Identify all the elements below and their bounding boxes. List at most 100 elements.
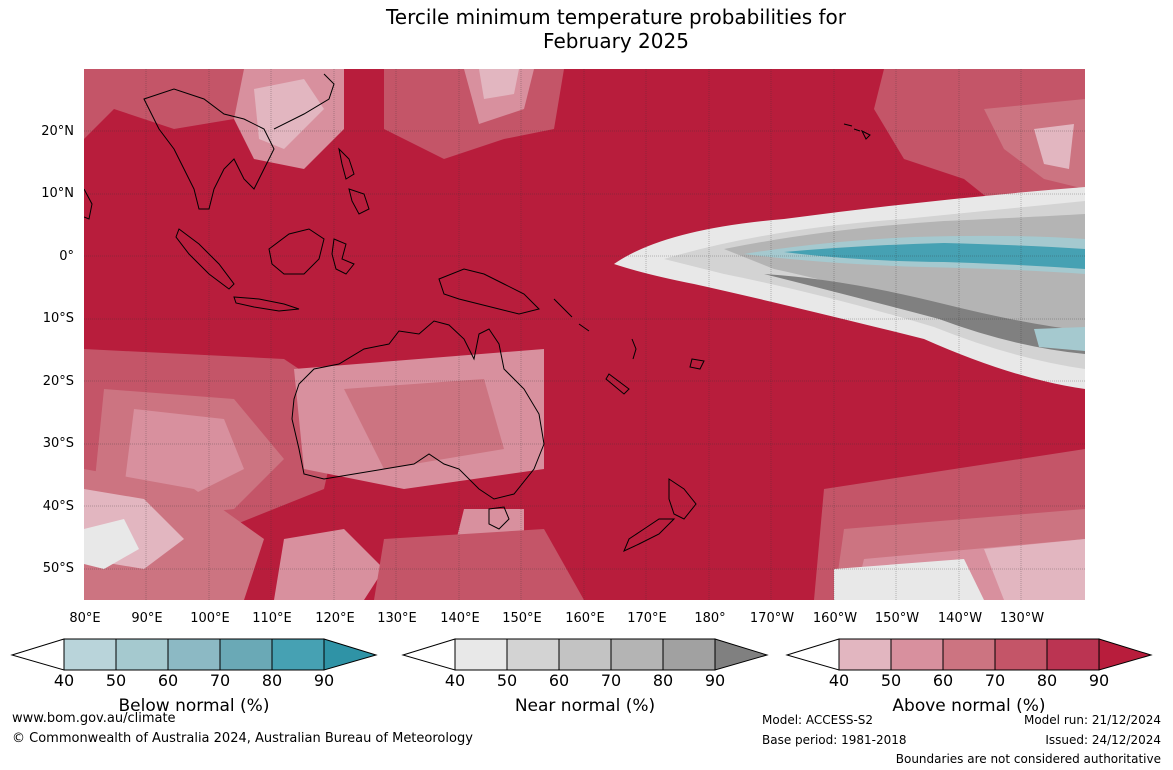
cbar-above-seg-2	[890, 638, 944, 671]
cbar-above-tick-90: 90	[1088, 671, 1110, 690]
cbar-near-tick-90: 90	[704, 671, 726, 690]
lon-label-170w: 170°W	[749, 611, 795, 626]
lon-label-90e: 90°E	[131, 611, 163, 626]
cbar-below-cap-left	[10, 638, 65, 671]
cbar-near-tick-50: 50	[496, 671, 518, 690]
cbar-below-tick-80: 80	[261, 671, 283, 690]
lon-label-170e: 170°E	[627, 611, 667, 626]
title-line-1: Tercile minimum temperature probabilitie…	[385, 5, 847, 29]
cbar-below-seg-1	[63, 638, 117, 671]
cbar-near-tick-80: 80	[652, 671, 674, 690]
cbar-above-cap-left	[785, 638, 840, 671]
australia-coast	[291, 320, 545, 500]
sulawesi-coast	[331, 238, 355, 275]
cbar-below-seg-4	[219, 638, 273, 671]
cbar-above-seg-4	[994, 638, 1048, 671]
lat-label-eq: 0°	[59, 249, 74, 264]
cbar-above-tick-60: 60	[932, 671, 954, 690]
base-period-text: Base period: 1981-2018	[762, 733, 907, 747]
india-edge-coast	[84, 188, 93, 220]
lat-label-50s: 50°S	[42, 561, 74, 576]
sumatra-coast	[175, 228, 235, 290]
lon-label-120e: 120°E	[315, 611, 355, 626]
hawaii-coast	[843, 123, 871, 140]
cbar-near-tick-60: 60	[548, 671, 570, 690]
cbar-below-tick-40: 40	[53, 671, 75, 690]
cbar-below-label: Below normal (%)	[118, 696, 270, 716]
cbar-near-seg-3	[558, 638, 612, 671]
lon-label-130e: 130°E	[377, 611, 417, 626]
solomon-coast	[553, 298, 590, 332]
probability-map	[84, 69, 1085, 600]
cbar-above-tick-70: 70	[984, 671, 1006, 690]
lon-label-160w: 160°W	[812, 611, 858, 626]
new-caledonia-coast	[605, 373, 630, 395]
cbar-above-tick-80: 80	[1036, 671, 1058, 690]
lat-label-10s: 10°S	[42, 311, 74, 326]
cbar-below-tick-60: 60	[157, 671, 179, 690]
cbar-above-tick-50: 50	[880, 671, 902, 690]
lat-label-20n: 20°N	[41, 124, 74, 139]
lat-label-30s: 30°S	[42, 436, 74, 451]
cbar-below-seg-3	[167, 638, 221, 671]
cbar-near-cap-left	[401, 638, 456, 671]
lon-label-80e: 80°E	[69, 611, 101, 626]
tasmania-coast	[488, 506, 510, 530]
lat-label-10n: 10°N	[41, 186, 74, 201]
cbar-near-seg-5	[662, 638, 716, 671]
coastlines	[84, 73, 871, 552]
colorbar-below-normal	[10, 638, 378, 671]
se-asia-coast	[143, 88, 275, 210]
fiji-coast	[689, 358, 705, 370]
lat-label-20s: 20°S	[42, 374, 74, 389]
new-guinea-coast	[438, 268, 540, 315]
cbar-near-tick-40: 40	[444, 671, 466, 690]
cbar-near-label: Near normal (%)	[514, 696, 656, 716]
cbar-below-tick-90: 90	[313, 671, 335, 690]
java-coast	[233, 296, 300, 312]
lon-label-140e: 140°E	[440, 611, 480, 626]
china-coast	[273, 73, 335, 130]
map-title: Tercile minimum temperature probabilitie…	[0, 5, 1173, 53]
cbar-above-seg-3	[942, 638, 996, 671]
cbar-below-seg-5	[271, 638, 325, 671]
lon-label-180: 180°	[694, 611, 726, 626]
colorbar-near-normal	[401, 638, 769, 671]
lon-label-110e: 110°E	[252, 611, 292, 626]
lat-label-40s: 40°S	[42, 499, 74, 514]
cbar-near-seg-1	[454, 638, 508, 671]
cbar-below-seg-2	[115, 638, 169, 671]
disclaimer-text: Boundaries are not considered authoritat…	[895, 752, 1161, 766]
map-svg	[84, 69, 1085, 600]
lon-label-100e: 100°E	[190, 611, 230, 626]
graticule	[84, 69, 1085, 600]
philippines-coast	[338, 147, 370, 215]
cbar-above-seg-1	[838, 638, 892, 671]
cbar-above-tick-40: 40	[828, 671, 850, 690]
cbar-below-tick-70: 70	[209, 671, 231, 690]
model-run-text: Model run: 21/12/2024	[1023, 713, 1161, 727]
colorbar-above-normal	[785, 638, 1153, 671]
title-line-2: February 2025	[543, 29, 689, 53]
cbar-above-cap-right	[1098, 638, 1153, 671]
nz-south-coast	[623, 518, 676, 552]
copyright-text: © Commonwealth of Australia 2024, Austra…	[12, 731, 473, 746]
nz-north-coast	[668, 478, 697, 520]
issued-text: Issued: 24/12/2024	[1045, 733, 1161, 747]
lon-label-130w: 130°W	[999, 611, 1045, 626]
lon-label-150w: 150°W	[874, 611, 920, 626]
lon-label-150e: 150°E	[502, 611, 542, 626]
cbar-above-label: Above normal (%)	[892, 696, 1046, 716]
website-link[interactable]: www.bom.gov.au/climate	[12, 711, 176, 726]
cbar-below-cap-right	[323, 638, 378, 671]
borneo-coast	[268, 228, 325, 275]
vanuatu-coast	[631, 338, 637, 360]
cbar-below-tick-50: 50	[105, 671, 127, 690]
model-text: Model: ACCESS-S2	[762, 713, 874, 727]
cbar-above-seg-5	[1046, 638, 1100, 671]
cbar-near-seg-4	[610, 638, 664, 671]
lon-label-160e: 160°E	[565, 611, 605, 626]
cbar-near-cap-right	[714, 638, 769, 671]
cbar-near-seg-2	[506, 638, 560, 671]
cbar-near-tick-70: 70	[600, 671, 622, 690]
